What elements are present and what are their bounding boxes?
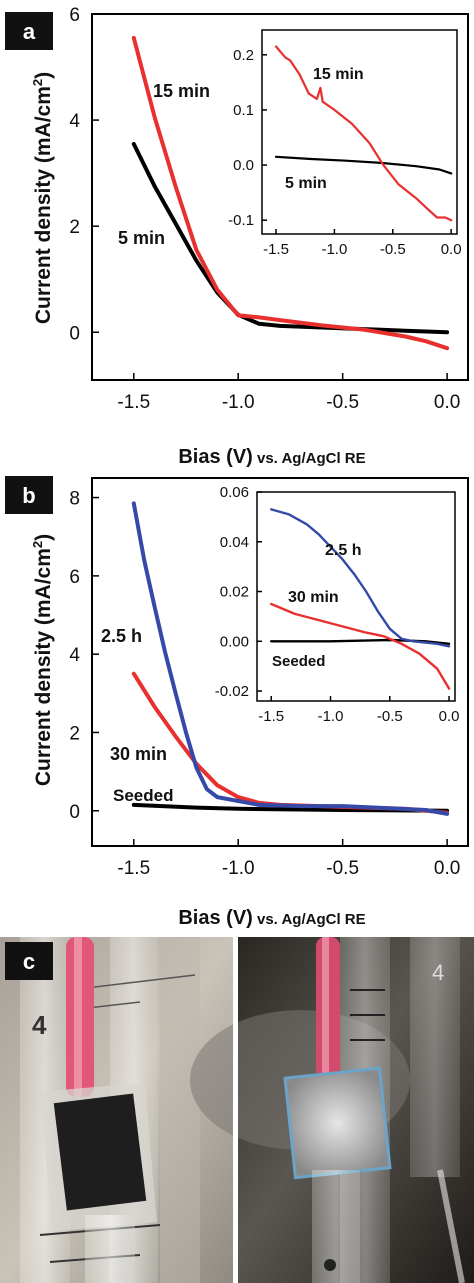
x-tick-label: 0.0: [441, 241, 462, 258]
tube-mark-left: 4: [32, 1010, 47, 1040]
series-line-15-min: [274, 45, 453, 222]
y-tick-label: 2: [69, 723, 80, 744]
svg-text:Current density (mA/cm2): Current density (mA/cm2): [30, 534, 55, 786]
panel-b-y-axis: 0 2 4 6 8: [69, 489, 99, 823]
y-tick-label: -0.1: [228, 212, 254, 229]
y-tick-label: 2: [69, 217, 80, 238]
panel-a: a -1.5 -1.0 -0.5 0.0 0 2 4 6 15 min 5 min Curr…: [5, 5, 469, 468]
photo-left: 4: [0, 937, 233, 1283]
photo-right: 4: [190, 937, 474, 1283]
x-tick-label: -1.0: [222, 392, 255, 413]
series-line-30-min: [270, 602, 451, 690]
label-2-5-h: 2.5 h: [101, 626, 142, 646]
panel-a-x-axis: -1.5 -1.0 -0.5 0.0: [117, 373, 460, 413]
y-tick-label: 6: [69, 5, 80, 26]
inset-b-label-seeded: Seeded: [272, 653, 325, 670]
y-tick-label: 0.1: [233, 102, 254, 119]
x-tick-label: -1.0: [321, 241, 347, 258]
y-tick-label: 4: [69, 645, 80, 666]
y-tick-label: 0.0: [233, 157, 254, 174]
y-tick-label: 0.06: [220, 484, 249, 501]
panel-a-plot-frame: [91, 13, 469, 381]
panel-b-badge: [5, 476, 53, 514]
panel-c-letter: c: [23, 949, 35, 974]
x-tick-label: -0.5: [326, 858, 359, 879]
panel-a-y-axis: 0 2 4 6: [69, 5, 99, 344]
x-tick-label: 0.0: [434, 392, 460, 413]
x-tick-label: -0.5: [326, 392, 359, 413]
panel-a-inset-y-axis: -0.1 0.0 0.1 0.2: [228, 47, 267, 229]
panel-b: b -1.5 -1.0 -0.5 0.0 0 2 4 6 8 2.5 h 30 min See…: [5, 476, 469, 929]
inset-a-label-15-min: 15 min: [313, 66, 364, 83]
panel-b-xlabel: Bias (V) vs. Ag/AgCl RE: [178, 907, 365, 929]
y-tick-label: 4: [69, 111, 80, 132]
x-tick-label: 0.0: [439, 708, 460, 725]
panel-b-plot-frame: [91, 477, 469, 847]
panel-b-inset-y-axis: -0.02 0.00 0.02 0.04 0.06: [215, 484, 262, 700]
series-line-seeded: [131, 802, 450, 813]
series-line-2-5-h: [270, 508, 451, 648]
panel-c: 4 4 c: [0, 937, 474, 1283]
label-seeded: Seeded: [113, 786, 173, 805]
panel-a-letter: a: [23, 19, 36, 44]
x-tick-label: -0.5: [377, 708, 403, 725]
panel-c-badge: [5, 942, 53, 980]
panel-a-badge: [5, 12, 53, 50]
label-30-min: 30 min: [110, 744, 167, 764]
series-line-15-min: [131, 35, 450, 351]
y-tick-label: 0.04: [220, 534, 249, 551]
x-tick-label: 0.0: [434, 858, 460, 879]
label-15-min: 15 min: [153, 81, 210, 101]
y-tick-label: 0.00: [220, 633, 249, 650]
panel-b-inset-frame: [256, 491, 456, 702]
y-tick-label: 0: [69, 323, 80, 344]
series-line-2-5-h: [131, 501, 450, 816]
panel-b-x-axis: -1.5 -1.0 -0.5 0.0: [117, 839, 460, 879]
panel-a-ylabel: Current density (mA/cm2): [30, 72, 55, 324]
panel-a-inset-x-axis: -1.5 -1.0 -0.5 0.0: [263, 229, 462, 258]
panel-b-series: [131, 501, 450, 816]
x-tick-label: -1.5: [117, 392, 150, 413]
x-tick-label: -0.5: [380, 241, 406, 258]
y-tick-label: 0.02: [220, 584, 249, 601]
x-tick-label: -1.0: [318, 708, 344, 725]
inset-a-label-5-min: 5 min: [285, 175, 327, 192]
y-tick-label: -0.02: [215, 683, 249, 700]
y-tick-label: 6: [69, 567, 80, 588]
x-tick-label: -1.0: [222, 858, 255, 879]
panel-b-ylabel: Current density (mA/cm2): [30, 534, 55, 786]
transparent-electrode: [283, 1066, 392, 1180]
black-electrode: [53, 1093, 147, 1211]
label-5-min: 5 min: [118, 228, 165, 248]
panel-b-inset-x-axis: -1.5 -1.0 -0.5 0.0: [258, 696, 460, 725]
x-tick-label: -1.5: [117, 858, 150, 879]
panel-a-xlabel: Bias (V) vs. Ag/AgCl RE: [178, 446, 365, 468]
x-tick-label: -1.5: [258, 708, 284, 725]
inset-b-label-30-min: 30 min: [288, 589, 339, 606]
y-tick-label: 0.2: [233, 47, 254, 64]
panel-b-inset-series: [270, 508, 451, 690]
inset-b-label-2-5-h: 2.5 h: [325, 542, 361, 559]
panel-b-letter: b: [22, 483, 35, 508]
svg-text:Current density (mA/cm2): Current density (mA/cm2): [30, 72, 55, 324]
y-tick-label: 0: [69, 802, 80, 823]
y-tick-label: 8: [69, 489, 80, 510]
panel-a-inset-series: [274, 45, 453, 222]
tube-mark-right: 4: [432, 960, 444, 985]
x-tick-label: -1.5: [263, 241, 289, 258]
panel-a-series: [131, 35, 450, 351]
